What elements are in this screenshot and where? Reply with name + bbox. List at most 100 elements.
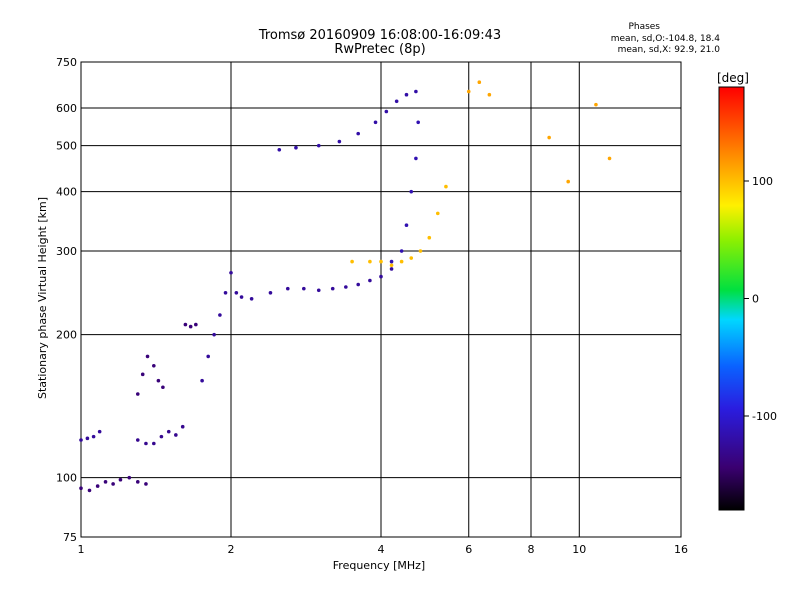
plot-border bbox=[80, 61, 682, 538]
data-point bbox=[337, 139, 342, 144]
data-point bbox=[174, 433, 178, 437]
y-tick-label: 750 bbox=[56, 56, 77, 69]
data-point bbox=[145, 354, 150, 359]
data-point bbox=[404, 223, 409, 228]
axis-ticks: 1 2 4 6 8 10 16 75 100 200 300 400 500 600 750 bbox=[56, 56, 688, 556]
data-point bbox=[212, 332, 216, 337]
data-point bbox=[285, 286, 290, 291]
colorbar-label: [deg] bbox=[717, 71, 749, 85]
data-point bbox=[389, 263, 394, 268]
data-point bbox=[435, 211, 440, 216]
data-point bbox=[206, 354, 210, 359]
data-point bbox=[249, 296, 254, 301]
data-point bbox=[316, 143, 321, 148]
data-point bbox=[140, 372, 145, 377]
data-point bbox=[268, 291, 273, 295]
y-tick-label: 75 bbox=[63, 531, 77, 544]
data-point bbox=[152, 363, 156, 368]
colorbar-tick-label: -100 bbox=[752, 410, 777, 423]
data-point bbox=[384, 109, 389, 114]
data-point bbox=[161, 385, 165, 390]
data-point bbox=[229, 270, 233, 275]
data-point bbox=[223, 291, 228, 295]
x-tick-label: 1 bbox=[78, 543, 85, 556]
x-tick-label: 2 bbox=[228, 543, 235, 556]
plot-frame bbox=[80, 61, 682, 538]
data-point bbox=[368, 278, 372, 283]
data-point bbox=[404, 92, 409, 97]
data-point bbox=[91, 434, 96, 439]
data-point bbox=[194, 322, 198, 327]
x-axis-label: Frequency [MHz] bbox=[333, 559, 425, 572]
data-point bbox=[399, 259, 404, 264]
data-point bbox=[144, 441, 148, 446]
data-point bbox=[277, 148, 282, 152]
data-point bbox=[330, 286, 335, 291]
data-point bbox=[135, 392, 140, 396]
colorbar-tick-label: 100 bbox=[752, 175, 773, 188]
y-tick-label: 400 bbox=[56, 186, 77, 199]
data-point bbox=[379, 274, 383, 279]
data-point bbox=[379, 259, 383, 264]
phases-x-line: mean, sd,X: 92.9, 21.0 bbox=[617, 45, 720, 55]
data-points bbox=[79, 80, 612, 493]
data-point bbox=[368, 259, 372, 264]
chart-title: Tromsø 20160909 16:08:00-16:09:43 bbox=[258, 28, 502, 43]
data-point bbox=[394, 99, 399, 104]
x-tick-label: 6 bbox=[465, 543, 472, 556]
data-point bbox=[477, 80, 482, 85]
data-point bbox=[487, 92, 492, 97]
data-point bbox=[156, 378, 161, 383]
colorbar-ticks: 100 0 -100 bbox=[744, 175, 777, 423]
y-tick-label: 200 bbox=[56, 329, 77, 342]
y-tick-label: 500 bbox=[56, 140, 77, 153]
data-point bbox=[234, 291, 239, 295]
data-point bbox=[183, 322, 188, 327]
data-point bbox=[350, 259, 354, 264]
data-point bbox=[166, 429, 171, 434]
data-point bbox=[418, 249, 423, 253]
chart-subtitle: RwPretec (8p) bbox=[334, 42, 426, 57]
data-point bbox=[594, 102, 598, 107]
data-point bbox=[144, 482, 148, 486]
grid bbox=[81, 62, 681, 537]
data-point bbox=[188, 324, 193, 329]
data-point bbox=[566, 179, 570, 184]
y-tick-label: 100 bbox=[56, 472, 77, 485]
y-axis-label: Stationary phase Virtual Height [km] bbox=[36, 197, 49, 399]
data-point bbox=[389, 259, 394, 264]
data-point bbox=[356, 282, 360, 287]
data-point bbox=[180, 424, 185, 429]
data-point bbox=[344, 285, 348, 289]
data-point bbox=[239, 295, 244, 299]
y-tick-label: 300 bbox=[56, 245, 77, 258]
x-tick-label: 4 bbox=[378, 543, 385, 556]
data-point bbox=[409, 256, 414, 260]
data-point bbox=[95, 484, 100, 488]
data-point bbox=[200, 378, 204, 383]
data-point bbox=[103, 480, 108, 484]
data-point bbox=[111, 482, 115, 486]
data-point bbox=[302, 286, 306, 291]
data-point bbox=[87, 488, 92, 493]
data-point bbox=[118, 477, 123, 482]
data-point bbox=[79, 486, 83, 491]
colorbar-tick-label: 0 bbox=[752, 293, 759, 306]
data-point bbox=[159, 434, 164, 439]
data-point bbox=[135, 438, 140, 442]
data-point bbox=[79, 438, 83, 442]
x-tick-label: 10 bbox=[572, 543, 586, 556]
y-tick-label: 600 bbox=[56, 102, 77, 115]
phases-heading: Phases bbox=[628, 22, 660, 32]
data-point bbox=[127, 475, 132, 480]
data-point bbox=[294, 145, 298, 150]
data-point bbox=[373, 120, 378, 125]
data-point bbox=[414, 156, 418, 161]
data-point bbox=[607, 156, 612, 161]
x-tick-label: 16 bbox=[674, 543, 688, 556]
data-point bbox=[218, 313, 222, 317]
data-point bbox=[399, 249, 404, 253]
data-point bbox=[427, 235, 432, 240]
data-point bbox=[85, 436, 90, 441]
data-point bbox=[389, 267, 394, 271]
